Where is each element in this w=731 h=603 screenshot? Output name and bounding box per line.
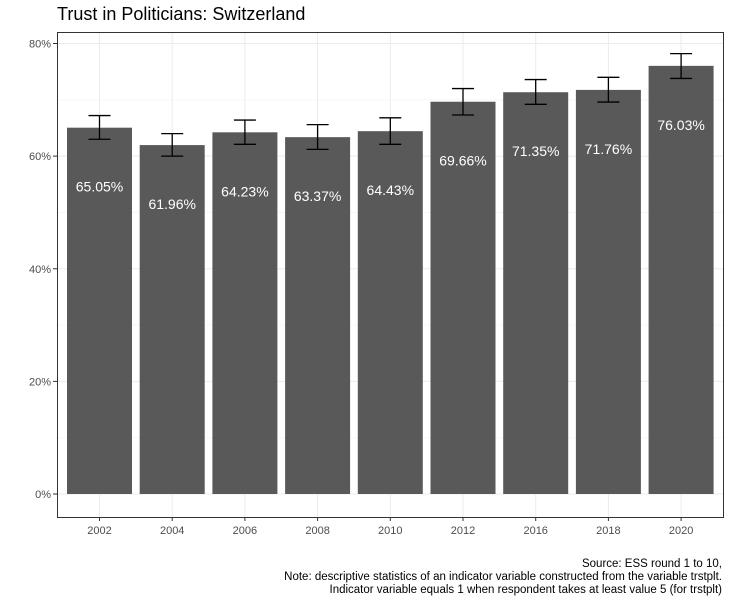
x-tick-label: 2016 — [523, 525, 547, 537]
bar — [357, 131, 423, 494]
bar-value-label: 76.03% — [657, 117, 704, 133]
x-tick-label: 2008 — [305, 525, 329, 537]
bar — [648, 65, 714, 494]
bar — [285, 137, 351, 494]
bar-value-label: 71.35% — [512, 143, 559, 159]
y-tick-label: 0% — [35, 489, 51, 501]
caption-line-2: Note: descriptive statistics of an indic… — [284, 571, 722, 583]
y-tick-label: 40% — [29, 264, 51, 276]
caption-line-3: Indicator variable equals 1 when respond… — [330, 584, 723, 596]
y-axis: 0% 20% 40% 60% 80% — [29, 39, 57, 501]
bar — [575, 89, 641, 495]
bar-value-label: 71.76% — [585, 141, 632, 157]
x-tick-label: 2012 — [451, 525, 475, 537]
x-tick-label: 2002 — [87, 525, 111, 537]
x-tick-label: 2018 — [596, 525, 620, 537]
bar-value-label: 61.96% — [148, 196, 195, 212]
y-tick-label: 80% — [29, 39, 51, 51]
chart-title: Trust in Politicians: Switzerland — [57, 4, 305, 24]
x-tick-label: 2020 — [669, 525, 693, 537]
bars — [67, 65, 714, 495]
error-bars — [88, 52, 693, 157]
bar — [430, 101, 496, 495]
bar — [503, 92, 569, 494]
x-tick-label: 2004 — [160, 525, 184, 537]
y-tick-label: 60% — [29, 151, 51, 163]
bar-value-label: 64.43% — [367, 182, 414, 198]
bar-labels: 65.05% 61.96% 64.23% 63.37% 64.43% 69.66% 71.3… — [76, 117, 705, 212]
y-tick-label: 20% — [29, 376, 51, 388]
bar — [67, 127, 132, 494]
bar-value-label: 69.66% — [439, 153, 486, 169]
x-axis: 2002 2004 2006 2008 2010 2012 2016 2018 2020 — [87, 517, 693, 537]
bar-value-label: 63.37% — [294, 188, 341, 204]
bar-value-label: 64.23% — [221, 183, 268, 199]
caption-line-1: Source: ESS round 1 to 10, — [582, 558, 722, 570]
bar — [139, 145, 205, 494]
bar-value-label: 65.05% — [76, 179, 123, 195]
x-tick-label: 2006 — [233, 525, 257, 537]
bar — [212, 132, 278, 494]
x-tick-label: 2010 — [378, 525, 402, 537]
